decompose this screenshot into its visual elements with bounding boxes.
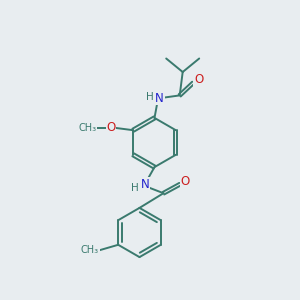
Text: N: N [141,178,150,191]
Text: O: O [194,73,203,86]
Text: H: H [146,92,154,102]
Text: O: O [181,175,190,188]
Text: CH₃: CH₃ [79,123,97,133]
Text: N: N [155,92,164,105]
Text: O: O [106,121,116,134]
Text: H: H [130,183,138,193]
Text: CH₃: CH₃ [81,245,99,255]
